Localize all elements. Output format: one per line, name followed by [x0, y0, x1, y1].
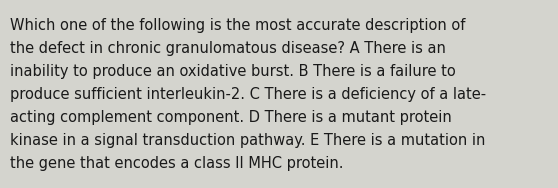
Text: inability to produce an oxidative burst. B There is a failure to: inability to produce an oxidative burst.…	[10, 64, 456, 79]
Text: kinase in a signal transduction pathway. E There is a mutation in: kinase in a signal transduction pathway.…	[10, 133, 485, 148]
Text: acting complement component. D There is a mutant protein: acting complement component. D There is …	[10, 110, 452, 125]
Text: produce sufficient interleukin-2. C There is a deficiency of a late-: produce sufficient interleukin-2. C Ther…	[10, 87, 486, 102]
Text: the defect in chronic granulomatous disease? A There is an: the defect in chronic granulomatous dise…	[10, 41, 446, 56]
Text: the gene that encodes a class II MHC protein.: the gene that encodes a class II MHC pro…	[10, 156, 344, 171]
Text: Which one of the following is the most accurate description of: Which one of the following is the most a…	[10, 18, 465, 33]
